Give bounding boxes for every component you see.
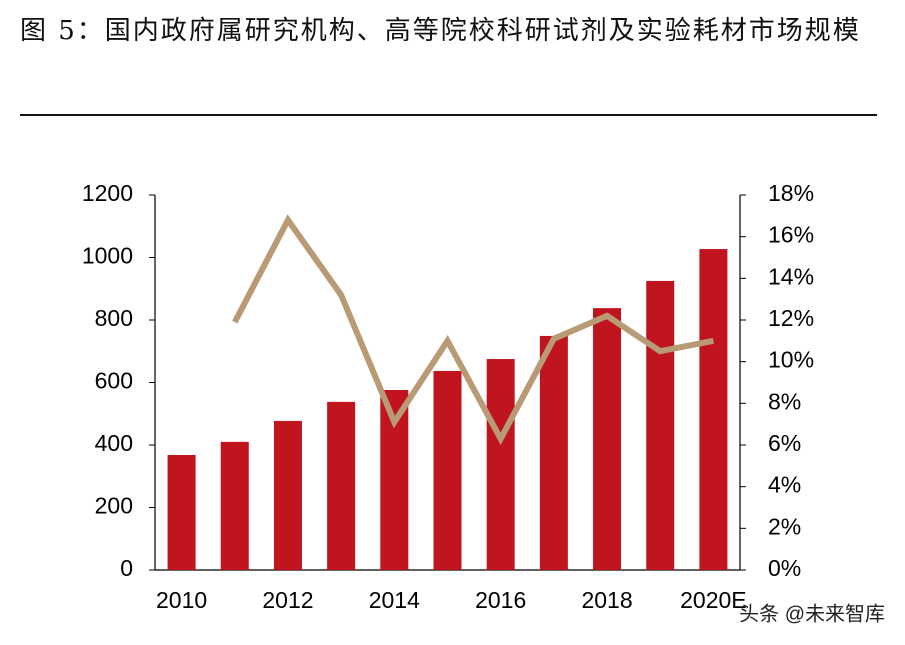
title-rule xyxy=(20,114,877,116)
y-tick-label: 800 xyxy=(95,305,133,331)
bar xyxy=(433,370,462,570)
bar xyxy=(220,441,249,570)
y2-tick-label: 4% xyxy=(768,472,801,498)
bar xyxy=(273,420,302,570)
y2-tick-label: 12% xyxy=(768,305,814,331)
y-tick-label: 400 xyxy=(95,430,133,456)
bar xyxy=(699,249,728,570)
y2-tick-label: 14% xyxy=(768,263,814,289)
y2-tick-label: 10% xyxy=(768,347,814,373)
bar xyxy=(646,280,675,570)
y-tick-label: 0 xyxy=(120,555,133,581)
bar xyxy=(167,455,196,570)
x-tick-label: 2014 xyxy=(369,587,420,613)
y2-tick-label: 0% xyxy=(768,555,801,581)
y-tick-label: 1000 xyxy=(82,243,133,269)
bar xyxy=(486,359,515,570)
y2-tick-label: 6% xyxy=(768,430,801,456)
y2-tick-label: 2% xyxy=(768,513,801,539)
y-tick-label: 600 xyxy=(95,368,133,394)
x-tick-label: 2012 xyxy=(262,587,313,613)
y2-tick-label: 16% xyxy=(768,222,814,248)
bar xyxy=(593,308,622,570)
x-tick-label: 2020E xyxy=(680,587,747,613)
y-tick-label: 200 xyxy=(95,493,133,519)
bar xyxy=(539,335,568,570)
x-tick-label: 2010 xyxy=(156,587,207,613)
chart-title: 图 5：国内政府属研究机构、高等院校科研试剂及实验耗材市场规模 xyxy=(20,16,861,46)
y2-tick-label: 8% xyxy=(768,388,801,414)
x-tick-label: 2018 xyxy=(581,587,632,613)
y-tick-label: 1200 xyxy=(82,180,133,206)
y2-tick-label: 18% xyxy=(768,180,814,206)
line xyxy=(232,214,714,446)
bar xyxy=(327,401,356,570)
x-tick-label: 2016 xyxy=(475,587,526,613)
watermark: 头条 @未来智库 xyxy=(739,602,885,625)
